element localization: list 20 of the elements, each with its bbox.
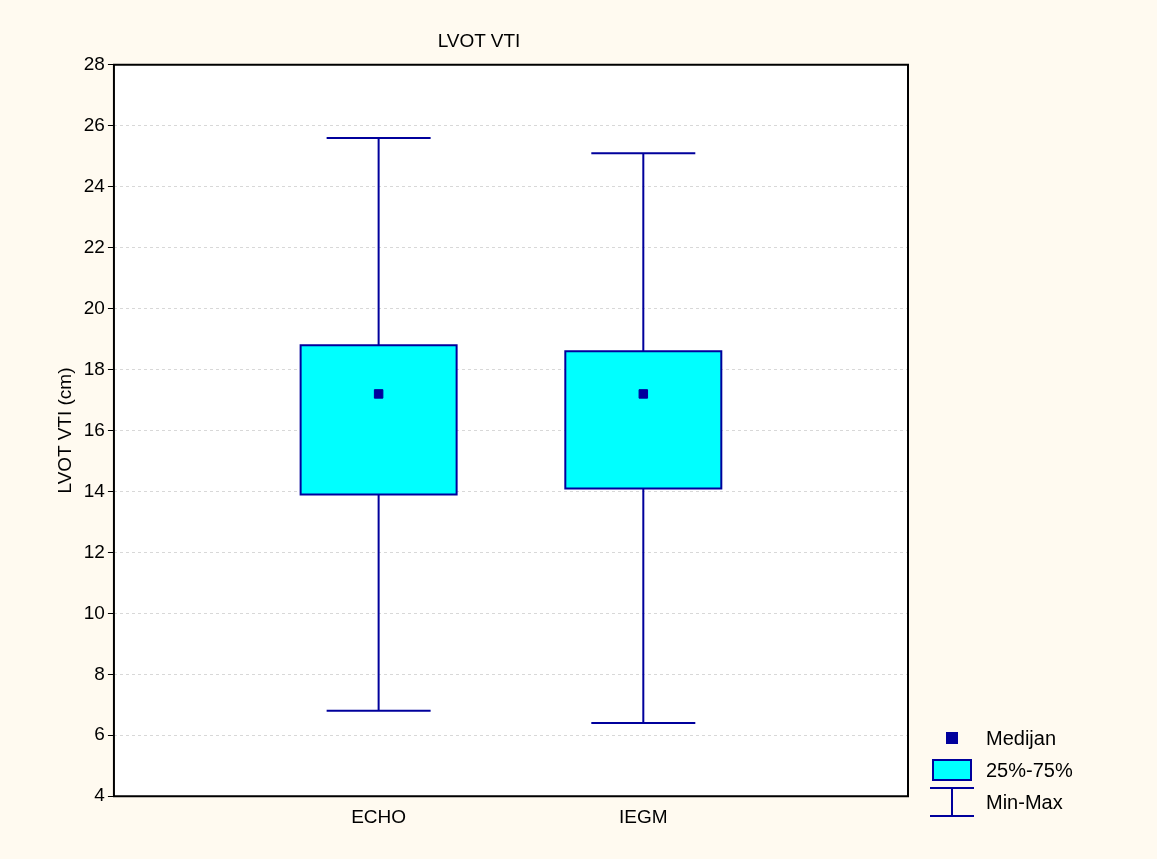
text: 25%-75% [986,758,1073,782]
y-tick-label: 6 [94,723,105,745]
y-tick-label: 20 [83,296,105,318]
y-axis-title: LVOT VTI (cm) [53,367,75,494]
y-tick-label: 12 [83,540,105,562]
y-tick-label: 18 [83,357,105,379]
y-tick-label: 22 [83,235,105,257]
text: Medijan [986,726,1057,750]
y-tick-label: 4 [94,784,106,806]
y-tick-label: 14 [83,479,106,501]
y-tick-label: 10 [83,601,105,623]
y-tick-label: 16 [83,418,105,440]
x-tick-label: IEGM [619,805,668,827]
y-tick-label: 8 [94,662,105,684]
text: Min-Max [986,790,1063,814]
x-tick-label: ECHO [351,805,407,827]
chart-title: LVOT VTI [437,29,521,51]
y-tick-label: 26 [83,113,105,135]
y-tick-label: 24 [83,174,106,196]
y-tick-label: 28 [83,53,105,75]
